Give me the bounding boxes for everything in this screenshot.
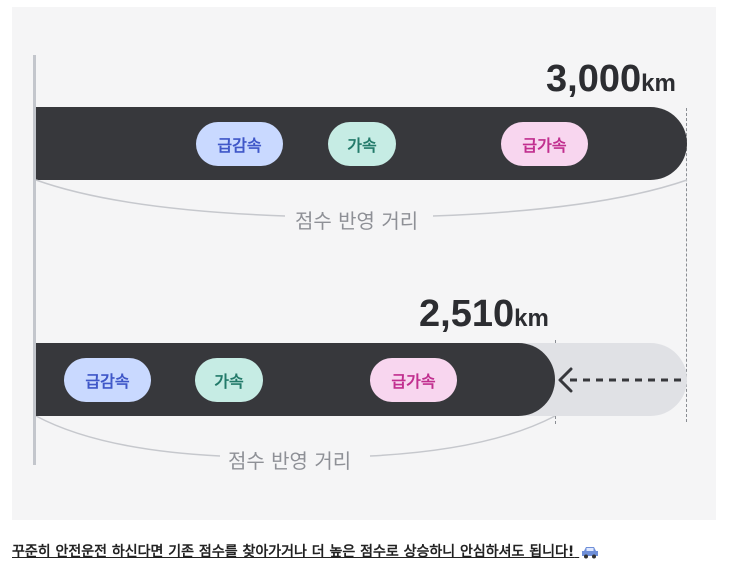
top-distance-unit: km xyxy=(641,70,676,97)
car-icon xyxy=(582,547,599,559)
diagram-panel xyxy=(12,7,716,520)
bottom-pill-hard-accel: 급가속 xyxy=(370,358,457,402)
top-score-range-label: 점수 반영 거리 xyxy=(295,209,419,233)
caption-text: 꾸준히 안전운전 하신다면 기존 점수를 찾아가거나 더 높은 점수로 상승하니… xyxy=(12,541,599,561)
bottom-distance-unit: km xyxy=(514,305,549,332)
bottom-pill-hard-brake: 급감속 xyxy=(64,358,151,402)
bottom-score-range-label: 점수 반영 거리 xyxy=(228,449,352,473)
top-pill-hard-brake: 급감속 xyxy=(196,122,283,166)
top-pill-accel: 가속 xyxy=(328,122,396,166)
top-distance-value: 3,000 xyxy=(546,58,642,100)
start-axis-line xyxy=(33,55,36,465)
end-marker-3000 xyxy=(686,108,687,422)
top-pill-hard-accel: 급가속 xyxy=(501,122,588,166)
caption-content: 꾸준히 안전운전 하신다면 기존 점수를 찾아가거나 더 높은 점수로 상승하니… xyxy=(12,544,575,560)
top-distance: 3,000km xyxy=(546,58,676,101)
bottom-distance: 2,510km xyxy=(419,293,549,336)
bottom-pill-accel: 가속 xyxy=(195,358,263,402)
bottom-distance-value: 2,510 xyxy=(419,293,515,335)
